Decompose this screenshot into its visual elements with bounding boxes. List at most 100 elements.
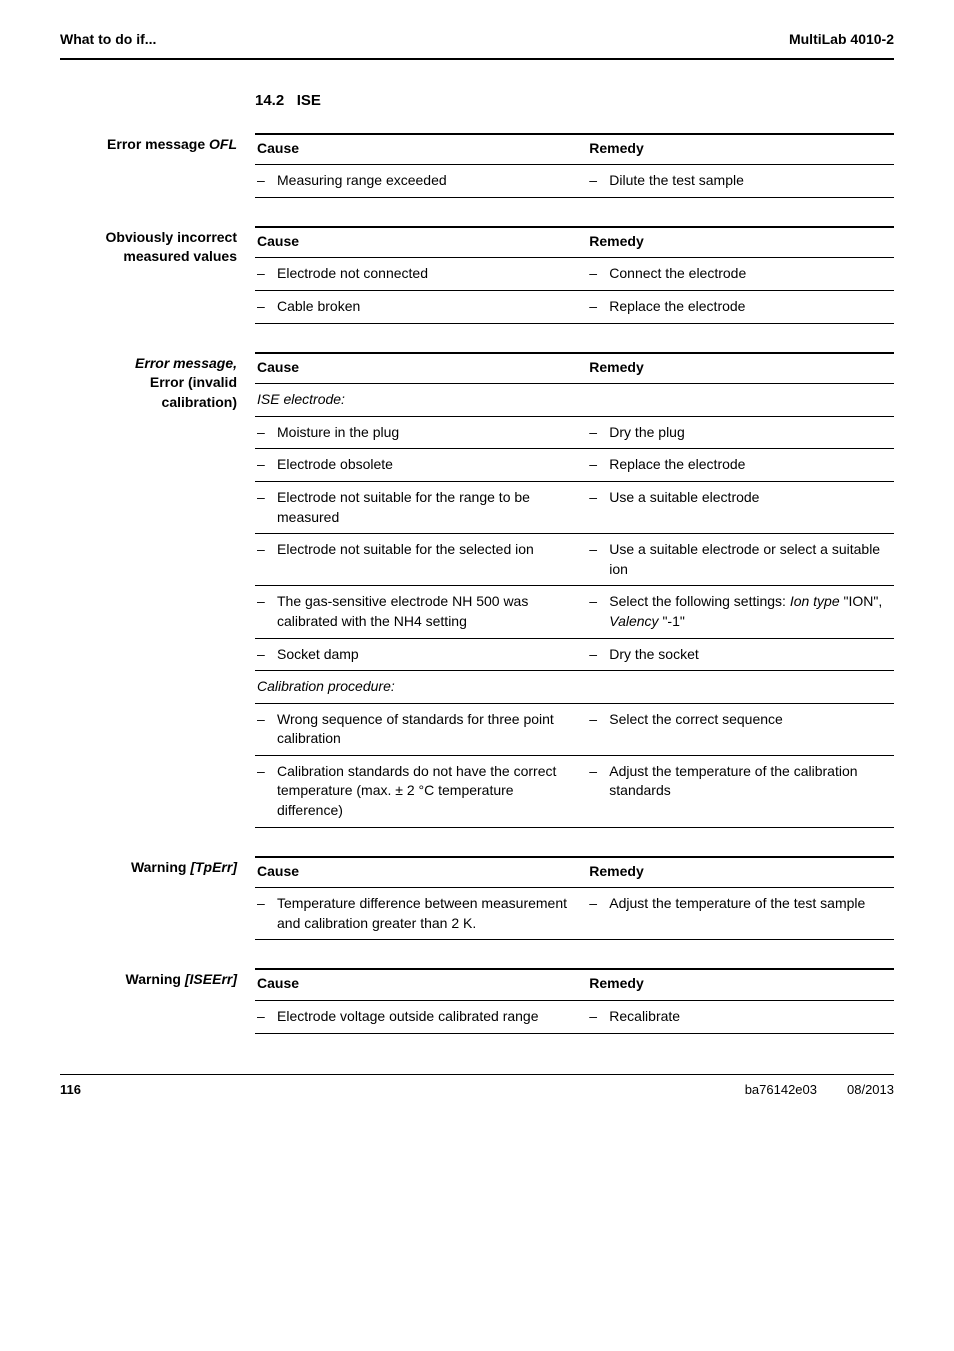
table-header-row: Cause Remedy: [255, 353, 894, 384]
remedy-text: Replace the electrode: [609, 297, 745, 317]
table-row: –Temperature difference between measurem…: [255, 888, 894, 940]
table-row: –Cable broken –Replace the electrode: [255, 290, 894, 323]
col-cause-header: Cause: [255, 134, 587, 165]
dash-icon: –: [589, 423, 601, 443]
dash-icon: –: [257, 488, 269, 508]
dash-icon: –: [257, 645, 269, 665]
col-cause-header: Cause: [255, 353, 587, 384]
remedy-text: Use a suitable electrode: [609, 488, 759, 508]
dash-icon: –: [589, 1007, 601, 1027]
cause-remedy-table: Cause Remedy – Electrode voltage outside …: [255, 968, 894, 1033]
dash-icon: –: [589, 592, 601, 612]
col-remedy-header: Remedy: [587, 857, 894, 888]
dash-icon: –: [257, 264, 269, 284]
footer-right: ba76142e03 08/2013: [745, 1081, 894, 1099]
cause-text: Calibration standards do not have the co…: [277, 762, 581, 821]
header-rule: [60, 58, 894, 60]
cause-text: Cable broken: [277, 297, 360, 317]
table-row: – Electrode voltage outside calibrated ra…: [255, 1001, 894, 1034]
side-label: Warning [TpErr]: [60, 856, 255, 878]
dash-icon: –: [257, 171, 269, 191]
cause-text: Electrode not suitable for the range to …: [277, 488, 581, 527]
block-error-ofl: Error message OFL Cause Remedy –Measurin…: [60, 133, 894, 198]
remedy-text: Adjust the temperature of the calibratio…: [609, 762, 888, 801]
dash-icon: –: [257, 710, 269, 730]
table-wrap: Cause Remedy –Measuring range exceeded –…: [255, 133, 894, 198]
footer-page-number: 116: [60, 1081, 81, 1099]
page-footer: 116 ba76142e03 08/2013: [60, 1074, 894, 1099]
table-header-row: Cause Remedy: [255, 969, 894, 1000]
dash-icon: –: [257, 592, 269, 612]
dash-icon: –: [589, 297, 601, 317]
dash-icon: –: [589, 488, 601, 508]
block-warning-iseerr: Warning [ISEErr] Cause Remedy – Electrode…: [60, 968, 894, 1033]
page-number: 116: [60, 1082, 81, 1097]
dash-icon: –: [589, 264, 601, 284]
table-header-row: Cause Remedy: [255, 227, 894, 258]
page-container: What to do if... MultiLab 4010-2 14.2 IS…: [0, 0, 954, 1139]
section-heading: 14.2 ISE: [255, 90, 894, 111]
cause-text: Socket damp: [277, 645, 359, 665]
block-warning-tperr: Warning [TpErr] Cause Remedy –Temperatur…: [60, 856, 894, 941]
dash-icon: –: [257, 297, 269, 317]
table-wrap: Cause Remedy ISE electrode: –Moisture in…: [255, 352, 894, 828]
side-line: calibration): [162, 394, 237, 410]
dash-icon: –: [257, 423, 269, 443]
remedy-text: Dry the socket: [609, 645, 698, 665]
dash-icon: –: [589, 762, 601, 782]
cause-text: Electrode obsolete: [277, 455, 393, 475]
subhead-row: Calibration procedure:: [255, 671, 894, 704]
block-obviously-incorrect: Obviously incorrect measured values Caus…: [60, 226, 894, 324]
cause-text: Wrong sequence of standards for three po…: [277, 710, 581, 749]
side-line: Error (invalid: [150, 374, 237, 390]
table-row: –Moisture in the plug –Dry the plug: [255, 416, 894, 449]
col-remedy-header: Remedy: [587, 969, 894, 1000]
col-cause-header: Cause: [255, 857, 587, 888]
subhead: Calibration procedure:: [255, 671, 894, 704]
cause-remedy-table: Cause Remedy –Measuring range exceeded –…: [255, 133, 894, 198]
side-label: Warning [ISEErr]: [60, 968, 255, 990]
cause-remedy-table: Cause Remedy –Temperature difference bet…: [255, 856, 894, 941]
remedy-cell: –Dilute the test sample: [587, 165, 894, 198]
cause-text: Electrode not suitable for the selected …: [277, 540, 534, 560]
cause-remedy-table: Cause Remedy –Electrode not connected –C…: [255, 226, 894, 324]
dash-icon: –: [589, 894, 601, 914]
cause-text: Electrode not connected: [277, 264, 428, 284]
section-title-text: ISE: [297, 92, 321, 109]
remedy-text: Use a suitable electrode or select a sui…: [609, 540, 888, 579]
footer-doc-id: ba76142e03: [745, 1081, 817, 1099]
remedy-text: Recalibrate: [609, 1007, 680, 1027]
dash-icon: –: [589, 645, 601, 665]
table-row: –The gas-sensitive electrode NH 500 was …: [255, 586, 894, 638]
subhead: ISE electrode:: [255, 384, 894, 417]
table-wrap: Cause Remedy –Temperature difference bet…: [255, 856, 894, 941]
remedy-text: Dilute the test sample: [609, 171, 744, 191]
table-row: –Wrong sequence of standards for three p…: [255, 703, 894, 755]
dash-icon: –: [257, 455, 269, 475]
dash-icon: –: [589, 171, 601, 191]
remedy-text: Connect the electrode: [609, 264, 746, 284]
header-right: MultiLab 4010-2: [789, 30, 894, 50]
table-row: –Electrode not suitable for the range to…: [255, 481, 894, 533]
subhead-row: ISE electrode:: [255, 384, 894, 417]
page-header: What to do if... MultiLab 4010-2: [60, 30, 894, 56]
header-left: What to do if...: [60, 30, 156, 50]
col-cause-header: Cause: [255, 969, 587, 1000]
col-remedy-header: Remedy: [587, 134, 894, 165]
table-row: –Electrode obsolete –Replace the electro…: [255, 449, 894, 482]
cause-text: Temperature difference between measureme…: [277, 894, 581, 933]
section-number: 14.2: [255, 92, 284, 109]
cause-text: Measuring range exceeded: [277, 171, 447, 191]
dash-icon: –: [589, 540, 601, 560]
block-error-invalid-calibration: Error message, Error (invalid calibratio…: [60, 352, 894, 828]
cause-text: Electrode voltage outside calibrated ran…: [277, 1007, 539, 1027]
cause-cell: –Measuring range exceeded: [255, 165, 587, 198]
dash-icon: –: [589, 710, 601, 730]
cause-remedy-table: Cause Remedy ISE electrode: –Moisture in…: [255, 352, 894, 828]
side-label: Error message, Error (invalid calibratio…: [60, 352, 255, 413]
remedy-text: Adjust the temperature of the test sampl…: [609, 894, 865, 914]
table-row: – Electrode not suitable for the selected…: [255, 534, 894, 586]
table-row: –Calibration standards do not have the c…: [255, 755, 894, 827]
table-row: –Measuring range exceeded –Dilute the te…: [255, 165, 894, 198]
footer-date: 08/2013: [847, 1081, 894, 1099]
